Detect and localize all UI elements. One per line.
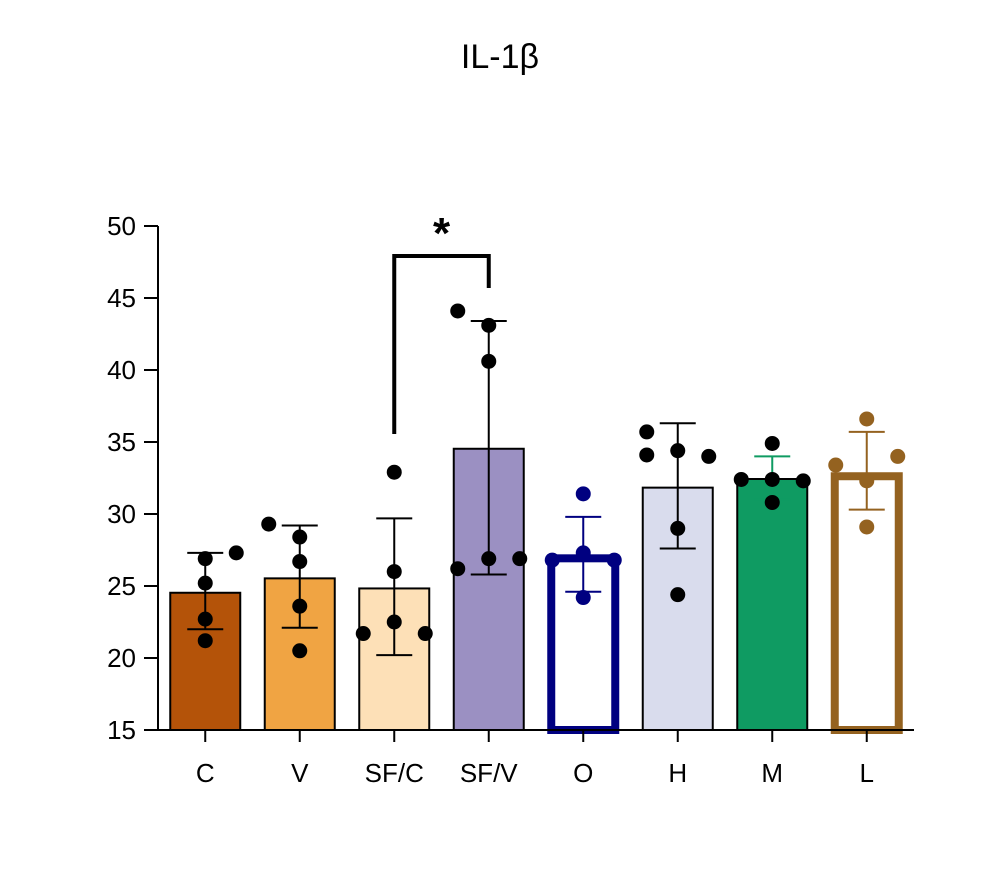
x-tick-label: C [196, 758, 215, 788]
data-point [292, 529, 308, 545]
x-tick-label: L [860, 758, 874, 788]
data-point [795, 473, 811, 489]
bar-m [736, 478, 809, 731]
data-point [386, 614, 402, 630]
x-tick-label: SF/C [365, 758, 424, 788]
data-point [859, 473, 875, 489]
data-point [386, 564, 402, 580]
data-point [197, 633, 213, 649]
error-bar-7 [848, 430, 885, 511]
data-point [764, 435, 780, 451]
data-point [764, 471, 780, 487]
data-point [450, 303, 466, 319]
x-tick-label: V [291, 758, 309, 788]
data-point [670, 520, 686, 536]
y-tick-label: 40 [107, 355, 136, 385]
data-point [606, 552, 622, 568]
bar-l [830, 472, 903, 734]
significance-bracket [392, 254, 491, 434]
y-tick-label: 15 [107, 715, 136, 745]
data-point [639, 424, 655, 440]
y-tick-label: 20 [107, 643, 136, 673]
data-point [355, 626, 371, 642]
data-point [575, 590, 591, 606]
data-point [261, 516, 277, 532]
data-point [828, 457, 844, 473]
data-point [228, 545, 244, 561]
data-point [292, 554, 308, 570]
significance-label: * [433, 209, 451, 258]
y-tick-label: 30 [107, 499, 136, 529]
data-point [292, 598, 308, 614]
data-point [512, 551, 528, 567]
data-point [890, 448, 906, 464]
data-point [481, 353, 497, 369]
chart-title: IL-1β [460, 38, 540, 76]
data-point [292, 643, 308, 659]
y-tick-label: 45 [107, 283, 136, 313]
data-point [197, 611, 213, 627]
x-tick-label: H [668, 758, 687, 788]
data-point [197, 575, 213, 591]
data-point [450, 561, 466, 577]
error-bar-2 [376, 517, 413, 657]
x-tick-label: O [573, 758, 593, 788]
data-point [417, 626, 433, 642]
data-point [639, 447, 655, 463]
data-point [544, 552, 560, 568]
data-point [386, 464, 402, 480]
data-point [481, 551, 497, 567]
y-tick-label: 50 [107, 211, 136, 241]
y-tick-label: 35 [107, 427, 136, 457]
data-point [481, 317, 497, 333]
data-point [859, 519, 875, 535]
data-point [701, 448, 717, 464]
data-point [575, 545, 591, 561]
x-tick-label: SF/V [460, 758, 518, 788]
data-point [733, 471, 749, 487]
data-point [670, 443, 686, 459]
data-point [859, 411, 875, 427]
data-point [197, 551, 213, 567]
data-point [575, 486, 591, 502]
x-tick-label: M [761, 758, 783, 788]
y-tick-label: 25 [107, 571, 136, 601]
data-point [670, 587, 686, 603]
data-point [764, 494, 780, 510]
